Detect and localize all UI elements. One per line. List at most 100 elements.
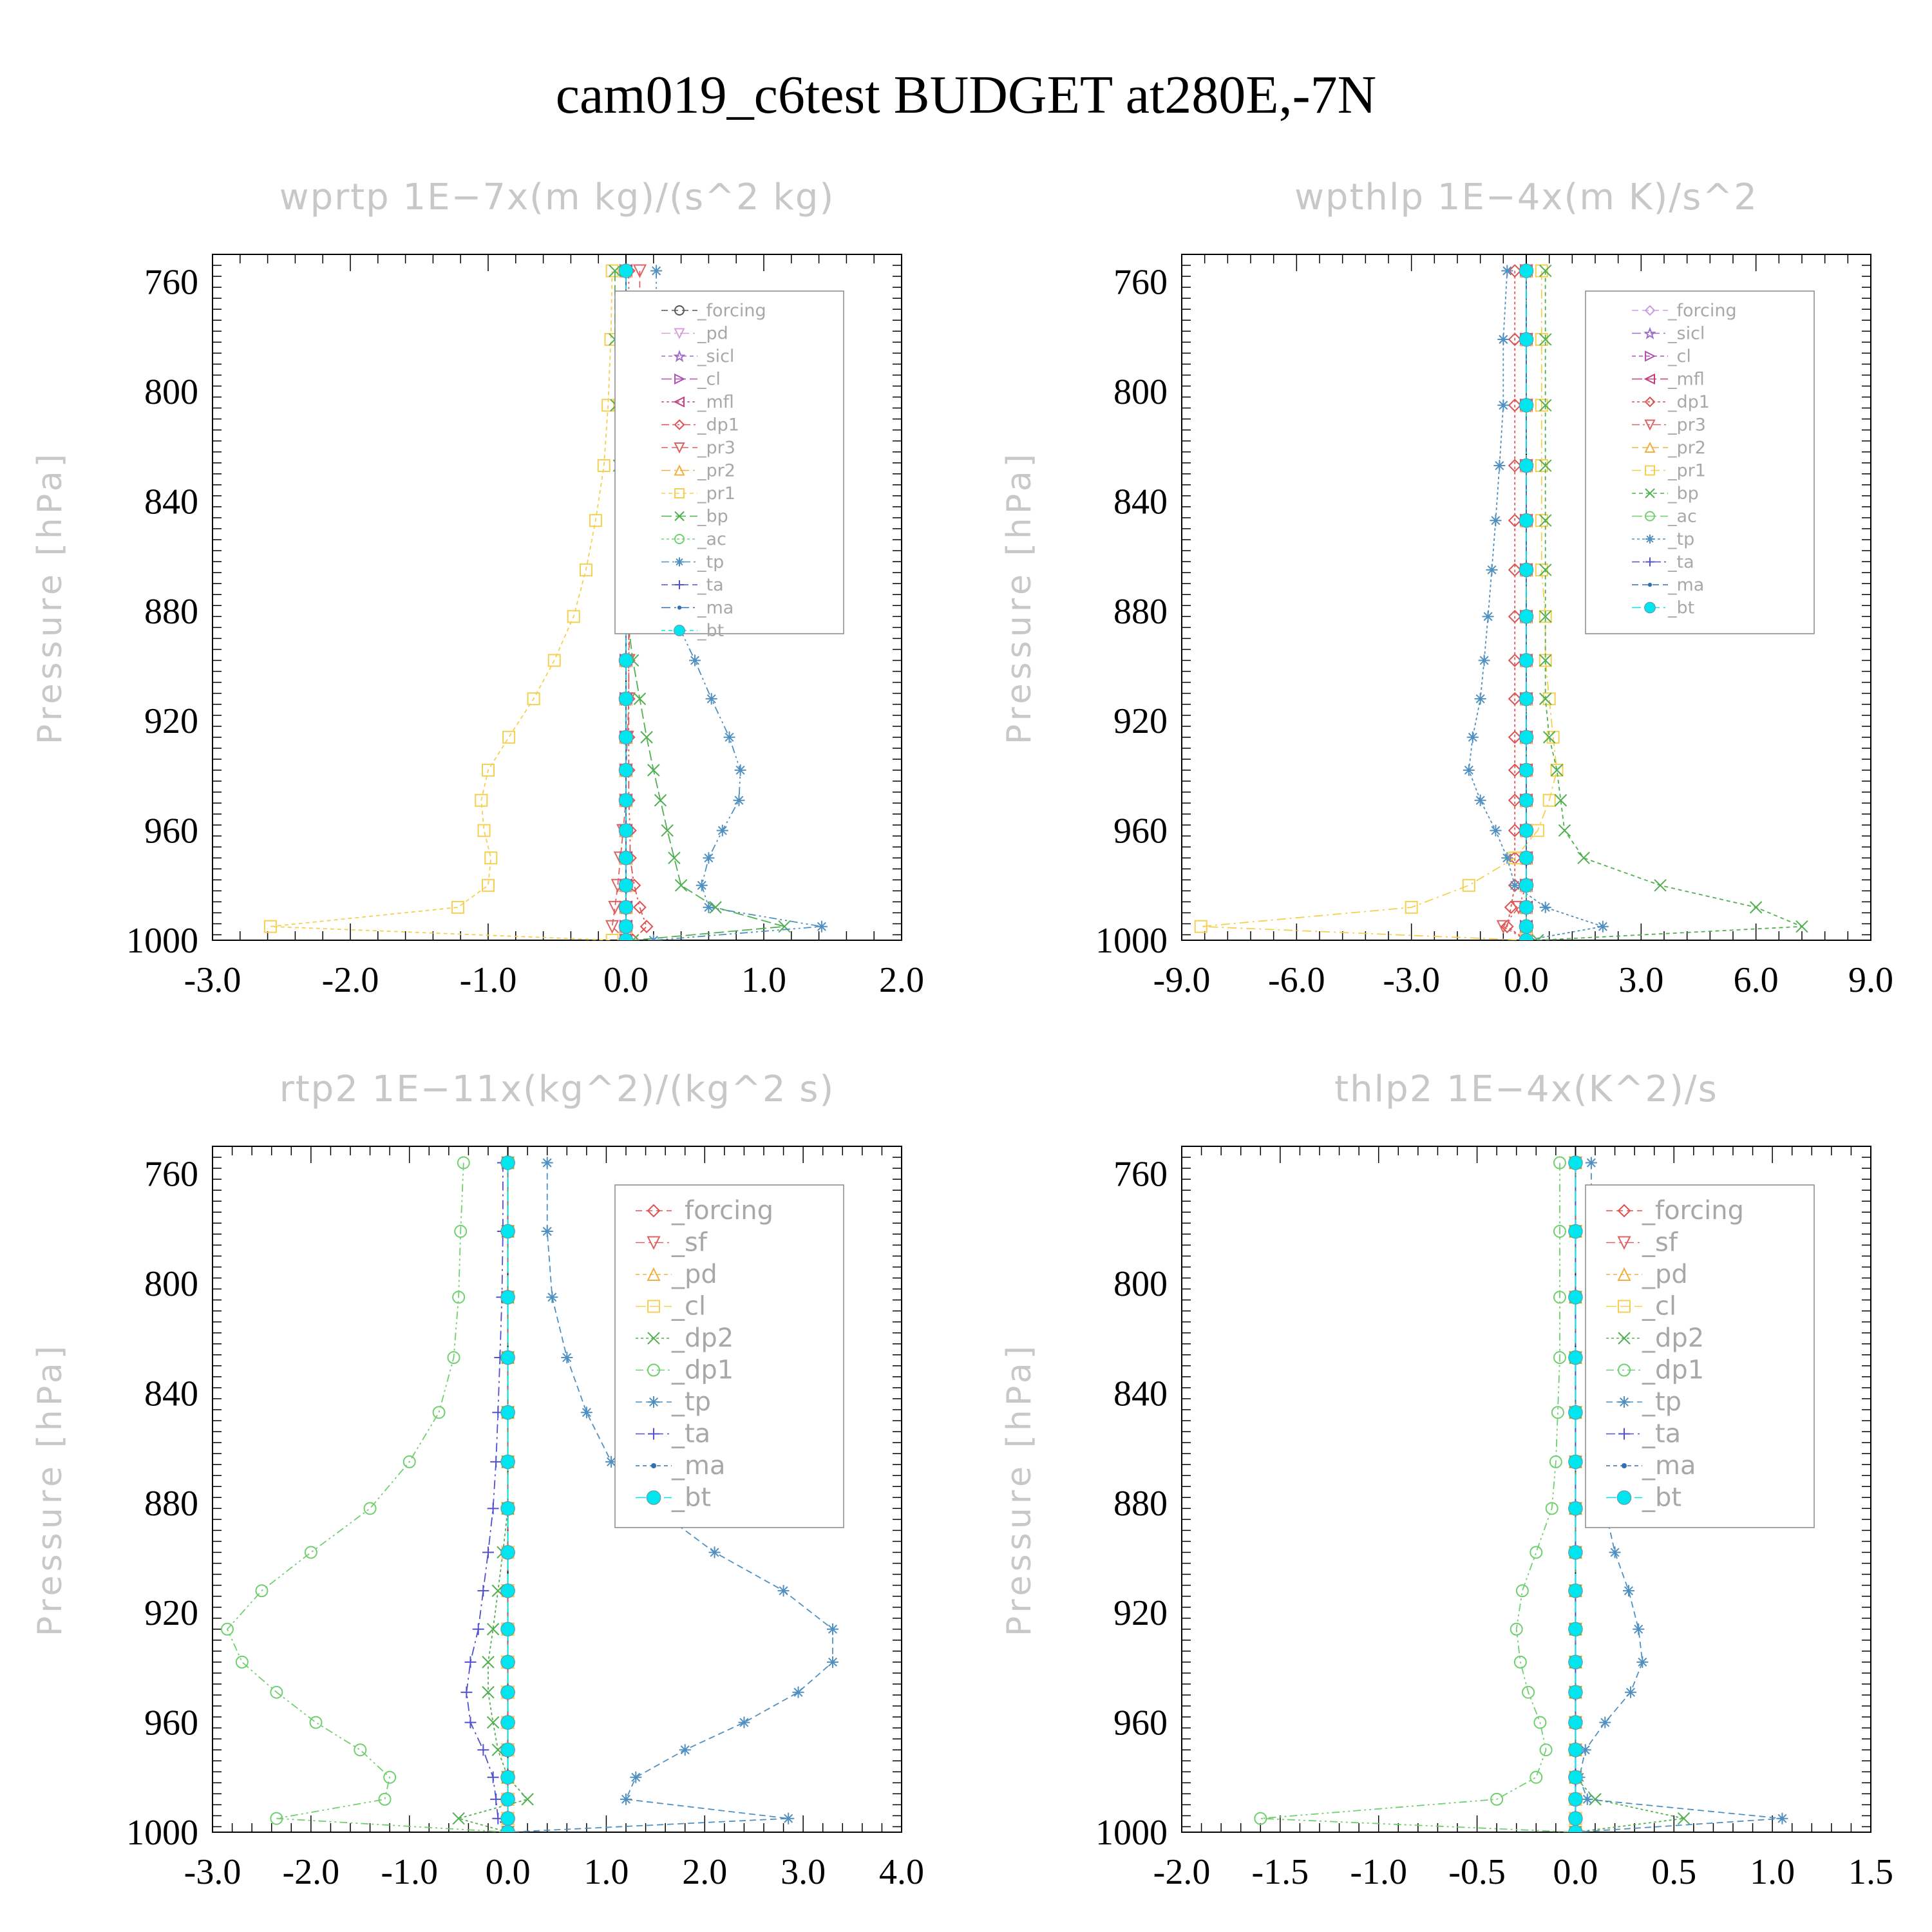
legend-label: _pr3 [1667, 415, 1706, 435]
series-bt [1568, 1155, 1583, 1832]
marker [432, 1406, 446, 1419]
marker [1519, 730, 1534, 745]
series-dp1 [1254, 1156, 1582, 1832]
marker [1599, 1716, 1611, 1728]
marker [1539, 399, 1552, 412]
marker [482, 763, 495, 777]
series-ta [460, 1157, 514, 1832]
x-tick-label: -3.0 [1383, 960, 1440, 1000]
legend-label: _mfl [1667, 370, 1705, 390]
marker [632, 264, 647, 278]
marker [1568, 1224, 1583, 1239]
y-axis-label: Pressure [hPa] [31, 450, 70, 744]
series-bt [500, 1155, 515, 1832]
series-line [1537, 270, 1803, 940]
series-line [628, 270, 648, 940]
marker [674, 625, 685, 636]
marker [1522, 1685, 1535, 1699]
marker [1519, 919, 1534, 934]
x-tick-label: -1.0 [1350, 1852, 1407, 1892]
marker [490, 1793, 502, 1805]
marker [1539, 654, 1552, 667]
series-line [226, 1162, 508, 1832]
y-tick-label: 800 [1113, 1264, 1168, 1304]
marker [1645, 535, 1654, 544]
marker [457, 1156, 470, 1170]
plot-area [1194, 263, 1808, 940]
marker [601, 399, 615, 412]
marker [500, 1622, 515, 1637]
marker [1519, 933, 1534, 940]
marker [1621, 1463, 1627, 1469]
legend-label: _dp1 [1642, 1356, 1704, 1385]
series-line [456, 1162, 529, 1832]
marker [500, 1685, 515, 1700]
marker [1568, 1715, 1583, 1730]
y-tick-label: 880 [1113, 1484, 1168, 1524]
x-tick-label: 4.0 [879, 1852, 924, 1892]
marker [1508, 459, 1522, 473]
marker [605, 934, 619, 940]
series-dp1 [220, 1156, 515, 1832]
legend-label: _bt [1642, 1483, 1681, 1513]
legend-label: _cl [697, 370, 721, 390]
y-tick-label: 760 [144, 1155, 198, 1195]
marker [1617, 1267, 1631, 1281]
marker [1568, 1155, 1583, 1170]
marker [733, 794, 745, 806]
marker [1508, 763, 1522, 777]
marker [716, 824, 728, 837]
marker [1508, 332, 1522, 346]
marker [527, 692, 540, 706]
marker [1568, 1501, 1583, 1516]
marker [500, 1770, 515, 1785]
marker [1508, 692, 1522, 706]
marker [1618, 1300, 1631, 1313]
marker [1568, 1792, 1583, 1807]
series-line [270, 270, 613, 940]
marker [482, 1686, 495, 1699]
marker [1553, 1291, 1566, 1304]
legend-frame [1585, 290, 1815, 634]
marker [647, 1204, 661, 1218]
marker [782, 1812, 795, 1824]
legend-label: _forcing [1642, 1196, 1744, 1226]
marker [1474, 794, 1486, 806]
marker [1478, 654, 1490, 667]
legend: _forcing_sf_pd _cl_dp2 _dp1_tp_ta_ma_bt [614, 1184, 844, 1528]
legend-label: _ta [671, 1419, 710, 1449]
marker [567, 610, 580, 623]
y-tick-label: 800 [144, 372, 198, 412]
marker [618, 850, 634, 866]
marker [500, 1583, 515, 1598]
legend-frame [614, 290, 844, 634]
marker [451, 900, 464, 914]
marker [705, 693, 717, 705]
marker [654, 794, 667, 807]
marker [1519, 458, 1534, 473]
marker [378, 1792, 392, 1806]
marker [383, 1770, 397, 1784]
marker [1508, 824, 1522, 838]
marker [1577, 851, 1590, 864]
x-tick-label: -9.0 [1153, 960, 1211, 1000]
x-tick-label: 3.0 [781, 1852, 826, 1892]
marker [1405, 900, 1418, 914]
marker [589, 514, 602, 527]
marker [484, 851, 498, 865]
marker [630, 1771, 642, 1783]
marker [486, 1716, 500, 1729]
marker [1508, 730, 1522, 744]
marker [500, 1224, 515, 1239]
chart-panel-4: thlp2 1E−4x(K^2)/s Pressure [hPa] 760 800 84… [1000, 1068, 1893, 1892]
legend-label: _sicl [1667, 324, 1705, 344]
marker [1519, 762, 1534, 778]
marker [487, 1502, 499, 1515]
x-tick-label: -1.0 [381, 1852, 438, 1892]
marker [723, 731, 735, 743]
marker [1633, 1623, 1645, 1635]
legend-label: _ac [697, 529, 726, 549]
marker [500, 1545, 515, 1560]
plot-frame [212, 1146, 902, 1833]
marker [646, 1490, 661, 1505]
